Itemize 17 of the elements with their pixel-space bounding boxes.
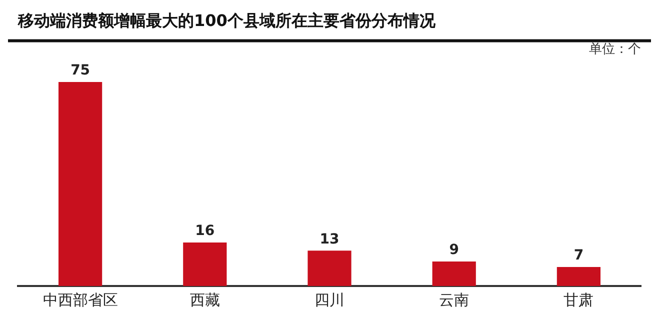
x-tick-label: 甘肃	[564, 290, 594, 309]
data-label: 13	[320, 231, 340, 248]
x-tick-label: 四川	[314, 290, 344, 309]
data-label: 75	[70, 62, 90, 79]
bar	[58, 82, 102, 286]
bar	[308, 250, 352, 286]
bar	[556, 266, 601, 286]
bar	[432, 262, 476, 286]
x-tick-label: 西藏	[190, 290, 220, 309]
bar	[183, 242, 227, 286]
data-label: 16	[195, 223, 215, 240]
data-label: 7	[574, 248, 584, 264]
x-tick-label: 中西部省区	[42, 290, 118, 309]
text: 单位：个	[589, 42, 641, 58]
data-label: 9	[449, 242, 459, 258]
x-tick-label: 云南	[439, 290, 470, 309]
chart-title: 移动端消费额增幅最大的100个县域所在主要省份分布情况	[17, 10, 436, 30]
